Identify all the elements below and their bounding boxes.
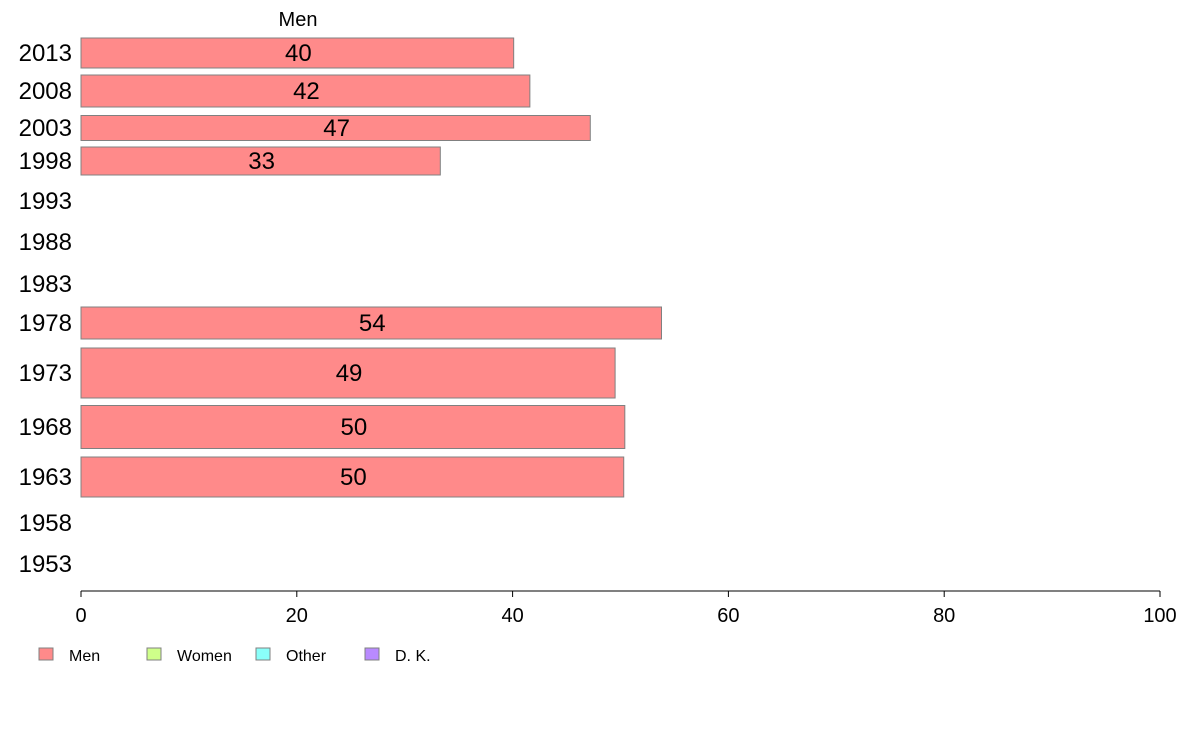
x-tick-label-60: 60 <box>717 605 739 627</box>
bar-label-2013: 40 <box>285 40 312 67</box>
legend-swatch-women <box>146 647 162 661</box>
year-labels: 2013 2008 2003 1998 1993 1988 1983 1978 1973 1968… <box>19 40 72 578</box>
x-tick-label-100: 100 <box>1143 605 1176 627</box>
year-label-1983: 1983 <box>19 271 72 298</box>
bar-2013 <box>80 37 515 69</box>
bar-label-2008: 42 <box>293 78 320 105</box>
bar-label-1963: 50 <box>340 464 367 491</box>
bar-label-1968: 50 <box>341 414 368 441</box>
legend-label-other: Other <box>286 648 327 665</box>
bar-label-2003: 47 <box>323 115 350 142</box>
x-axis: 0 20 40 60 80 100 <box>75 590 1177 627</box>
year-label-1978: 1978 <box>19 310 72 337</box>
year-label-2008: 2008 <box>19 78 72 105</box>
year-label-1998: 1998 <box>19 148 72 175</box>
bar-1968 <box>80 405 626 449</box>
bar-label-1978: 54 <box>359 310 386 337</box>
bar-1963 <box>80 456 625 498</box>
legend-label-women: Women <box>177 648 232 665</box>
year-label-1973: 1973 <box>19 360 72 387</box>
legend-swatch-other <box>255 647 271 661</box>
bar-1998 <box>80 146 441 176</box>
bar-2008 <box>80 74 531 108</box>
bar-label-1973: 49 <box>336 360 363 387</box>
year-label-1968: 1968 <box>19 414 72 441</box>
year-label-1958: 1958 <box>19 510 72 537</box>
bar-1973 <box>80 347 616 399</box>
x-tick-label-0: 0 <box>75 605 86 627</box>
bar-1978 <box>80 306 663 340</box>
legend-swatch-d-k <box>364 647 380 661</box>
x-tick-label-40: 40 <box>501 605 523 627</box>
year-label-1993: 1993 <box>19 188 72 215</box>
bar-label-1998: 33 <box>248 148 275 175</box>
x-tick-label-80: 80 <box>933 605 955 627</box>
year-label-1988: 1988 <box>19 229 72 256</box>
legend-label-men: Men <box>69 648 100 665</box>
series-title: Men <box>279 9 318 31</box>
year-label-2013: 2013 <box>19 40 72 67</box>
legend: Men Women Other D. K. <box>38 647 431 665</box>
year-label-1963: 1963 <box>19 464 72 491</box>
bar-2003 <box>80 115 591 141</box>
year-label-1953: 1953 <box>19 551 72 578</box>
legend-swatch-men <box>38 647 54 661</box>
year-label-2003: 2003 <box>19 115 72 142</box>
legend-label-d-k: D. K. <box>395 648 431 665</box>
x-tick-label-20: 20 <box>286 605 308 627</box>
